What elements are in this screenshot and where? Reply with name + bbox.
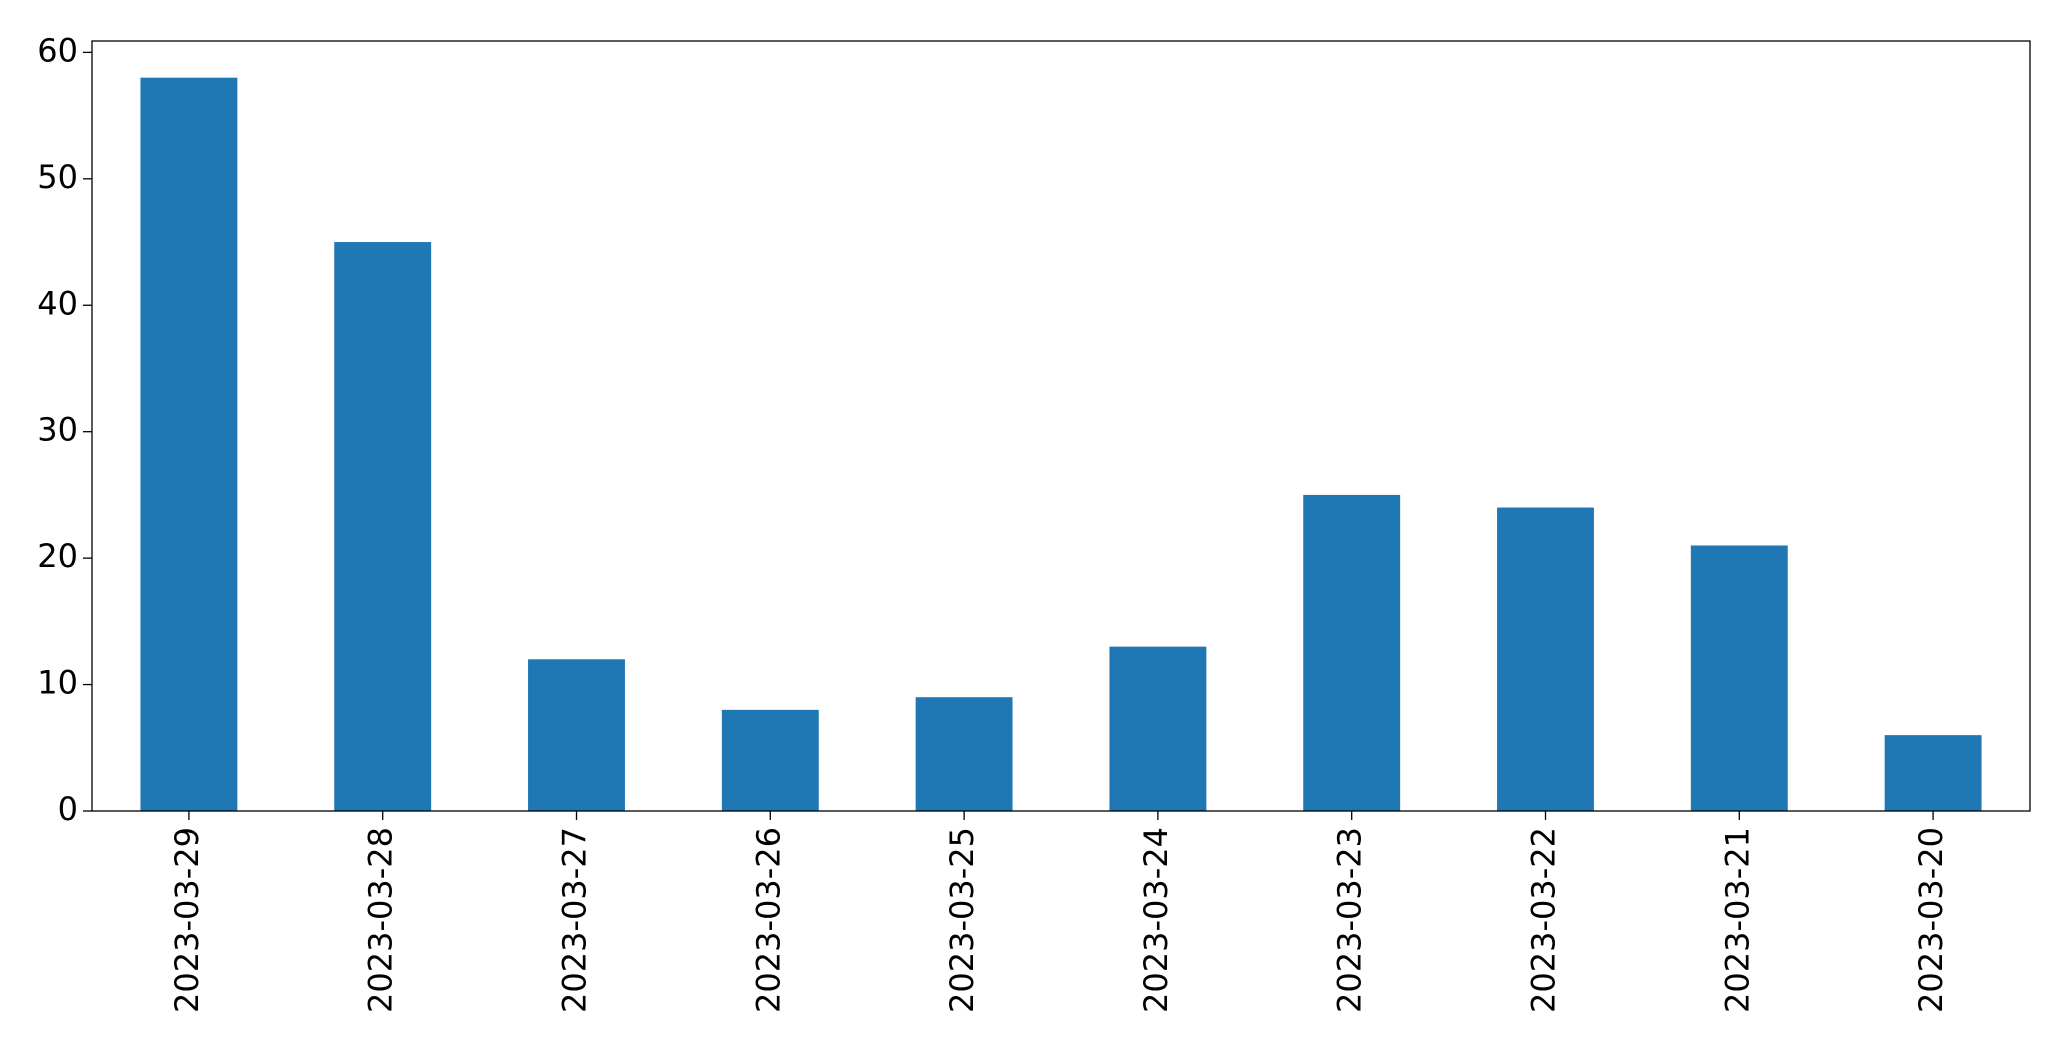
x-tick-label: 2023-03-29 — [168, 827, 206, 1013]
y-tick-label: 40 — [37, 284, 78, 322]
x-tick-label: 2023-03-28 — [362, 827, 400, 1013]
bar — [915, 697, 1013, 811]
bar — [334, 242, 432, 811]
y-tick-label: 60 — [37, 31, 78, 69]
bar — [721, 709, 819, 811]
bar — [1497, 507, 1594, 811]
bar — [1109, 646, 1207, 811]
x-tick-label: 2023-03-25 — [943, 827, 981, 1013]
y-tick-label: 0 — [58, 790, 78, 828]
bar — [1303, 494, 1401, 811]
bar — [1884, 735, 1982, 811]
y-tick-label: 20 — [37, 537, 78, 575]
x-tick-label: 2023-03-26 — [749, 827, 787, 1013]
bar — [528, 659, 625, 811]
y-tick-label: 10 — [37, 664, 78, 702]
plot-frame — [91, 40, 2031, 812]
x-tick-label: 2023-03-21 — [1718, 827, 1756, 1013]
y-tick-label: 30 — [37, 411, 78, 449]
bar — [140, 77, 238, 811]
x-tick-label: 2023-03-22 — [1525, 827, 1563, 1013]
x-tick-label: 2023-03-27 — [556, 827, 594, 1013]
bar — [1690, 545, 1788, 811]
x-tick-label: 2023-03-24 — [1137, 827, 1175, 1013]
y-tick-label: 50 — [37, 158, 78, 196]
x-tick-label: 2023-03-20 — [1912, 827, 1950, 1013]
x-tick-label: 2023-03-23 — [1331, 827, 1369, 1013]
